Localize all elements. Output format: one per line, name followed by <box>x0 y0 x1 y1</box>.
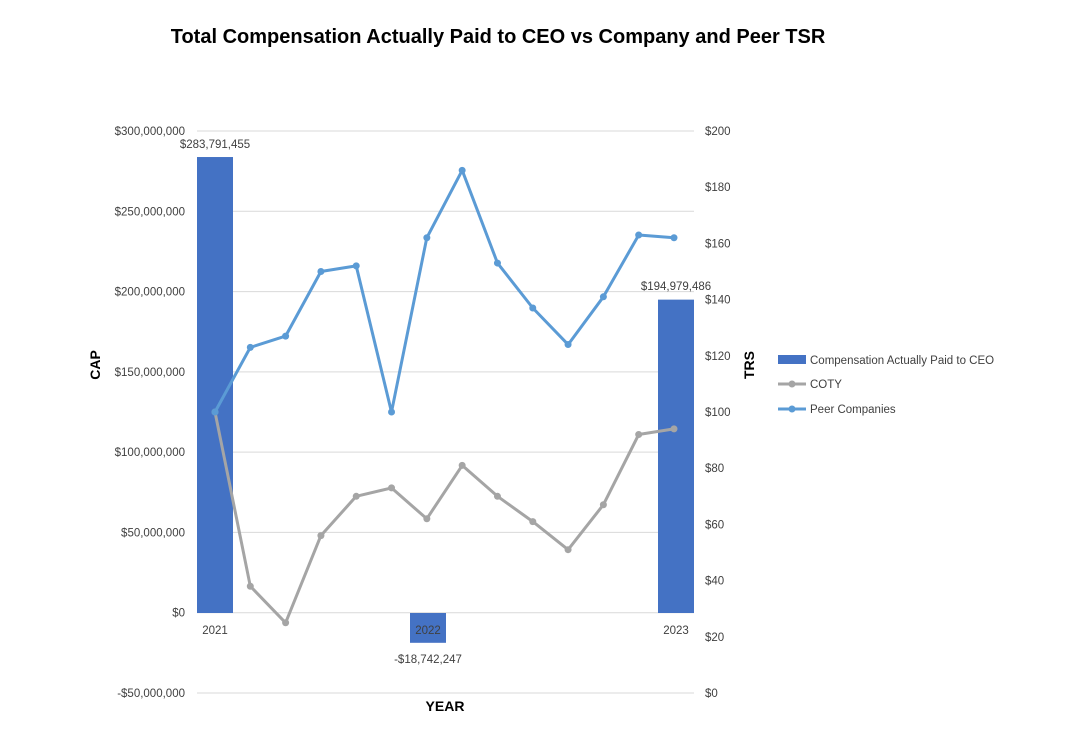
left-axis-tick-label: $300,000,000 <box>115 126 185 138</box>
peer-companies-point <box>423 234 431 242</box>
right-axis-tick-label: $160 <box>705 238 731 250</box>
coty-point <box>246 582 254 590</box>
right-axis-tick-label: $40 <box>705 576 724 588</box>
bar-data-label: $283,791,455 <box>180 139 250 151</box>
left-axis-tick-label: $50,000,000 <box>121 527 185 539</box>
coty-point <box>564 546 572 554</box>
coty-point <box>599 501 607 509</box>
bar-data-label: -$18,742,247 <box>394 654 462 666</box>
coty-point <box>529 518 537 526</box>
right-axis-tick-label: $0 <box>705 688 718 700</box>
cap-bar-2023 <box>658 299 694 613</box>
coty-point <box>388 484 396 492</box>
line-series <box>211 166 678 627</box>
left-axis-ticks: -$50,000,000 $0 $50,000,000 $100,000,000 $15… <box>115 126 185 700</box>
peer-companies-line <box>213 168 675 414</box>
peer-companies-point <box>458 166 466 174</box>
y-axis-right-title: TRS <box>741 351 757 379</box>
peer-companies-point <box>211 408 219 416</box>
coty-point <box>493 492 501 500</box>
x-axis-tick-label: 2021 <box>202 625 228 637</box>
legend-label-coty: COTY <box>810 379 842 391</box>
peer-companies-point <box>599 293 607 301</box>
peer-companies-point <box>564 341 572 349</box>
right-axis-tick-label: $100 <box>705 407 731 419</box>
chart-title: Total Compensation Actually Paid to CEO … <box>171 26 826 48</box>
coty-point <box>635 430 643 438</box>
legend-label-cap: Compensation Actually Paid to CEO <box>810 355 994 367</box>
peer-companies-point <box>529 304 537 312</box>
coty-point <box>670 425 678 433</box>
peer-companies-point <box>282 332 290 340</box>
cap-bar-2022 <box>410 613 446 643</box>
peer-companies-point <box>493 259 501 267</box>
right-axis-tick-label: $20 <box>705 632 724 644</box>
right-axis-tick-label: $200 <box>705 126 731 138</box>
right-axis-tick-label: $180 <box>705 182 731 194</box>
bar-data-label: $194,979,486 <box>641 281 711 293</box>
cap-bar-2021 <box>197 157 233 613</box>
category-labels: 2021 2022 2023 <box>202 625 689 637</box>
peer-companies-point <box>635 231 643 239</box>
coty-point <box>317 532 325 540</box>
left-axis-tick-label: $250,000,000 <box>115 206 185 218</box>
right-axis-tick-label: $120 <box>705 351 731 363</box>
bar-series <box>197 157 694 643</box>
peer-companies-point <box>670 234 678 242</box>
left-axis-tick-label: -$50,000,000 <box>117 688 185 700</box>
legend-marker-coty <box>788 380 796 388</box>
bar-data-labels: $283,791,455 -$18,742,247 $194,979,486 <box>180 139 711 666</box>
peer-companies-point <box>317 268 325 275</box>
legend-label-peer-companies: Peer Companies <box>810 404 896 416</box>
legend: Compensation Actually Paid to CEO COTY Pee… <box>778 355 994 416</box>
legend-marker-peer-companies <box>788 405 796 413</box>
peer-companies-point <box>246 343 254 351</box>
right-axis-ticks: $0 $20 $40 $60 $80 $100 $120 $140 $160 $180 $200 <box>705 126 731 700</box>
left-axis-tick-label: $150,000,000 <box>115 367 185 379</box>
coty-line <box>213 411 675 625</box>
right-axis-tick-label: $60 <box>705 519 724 531</box>
coty-point <box>282 619 290 627</box>
left-axis-tick-label: $0 <box>172 608 185 620</box>
coty-point <box>458 461 466 469</box>
x-axis-tick-label: 2022 <box>415 625 441 637</box>
right-axis-tick-label: $140 <box>705 295 731 307</box>
y-axis-left-title: CAP <box>87 350 103 380</box>
coty-point <box>423 515 431 523</box>
gridlines <box>197 130 694 694</box>
peer-companies-point <box>388 408 396 416</box>
right-axis-tick-label: $80 <box>705 463 724 475</box>
legend-swatch-cap <box>778 355 806 364</box>
left-axis-tick-label: $200,000,000 <box>115 287 185 299</box>
left-axis-tick-label: $100,000,000 <box>115 447 185 459</box>
x-axis-tick-label: 2023 <box>663 625 689 637</box>
peer-companies-point <box>352 262 360 270</box>
x-axis-title: YEAR <box>426 698 465 714</box>
coty-point <box>352 492 360 500</box>
